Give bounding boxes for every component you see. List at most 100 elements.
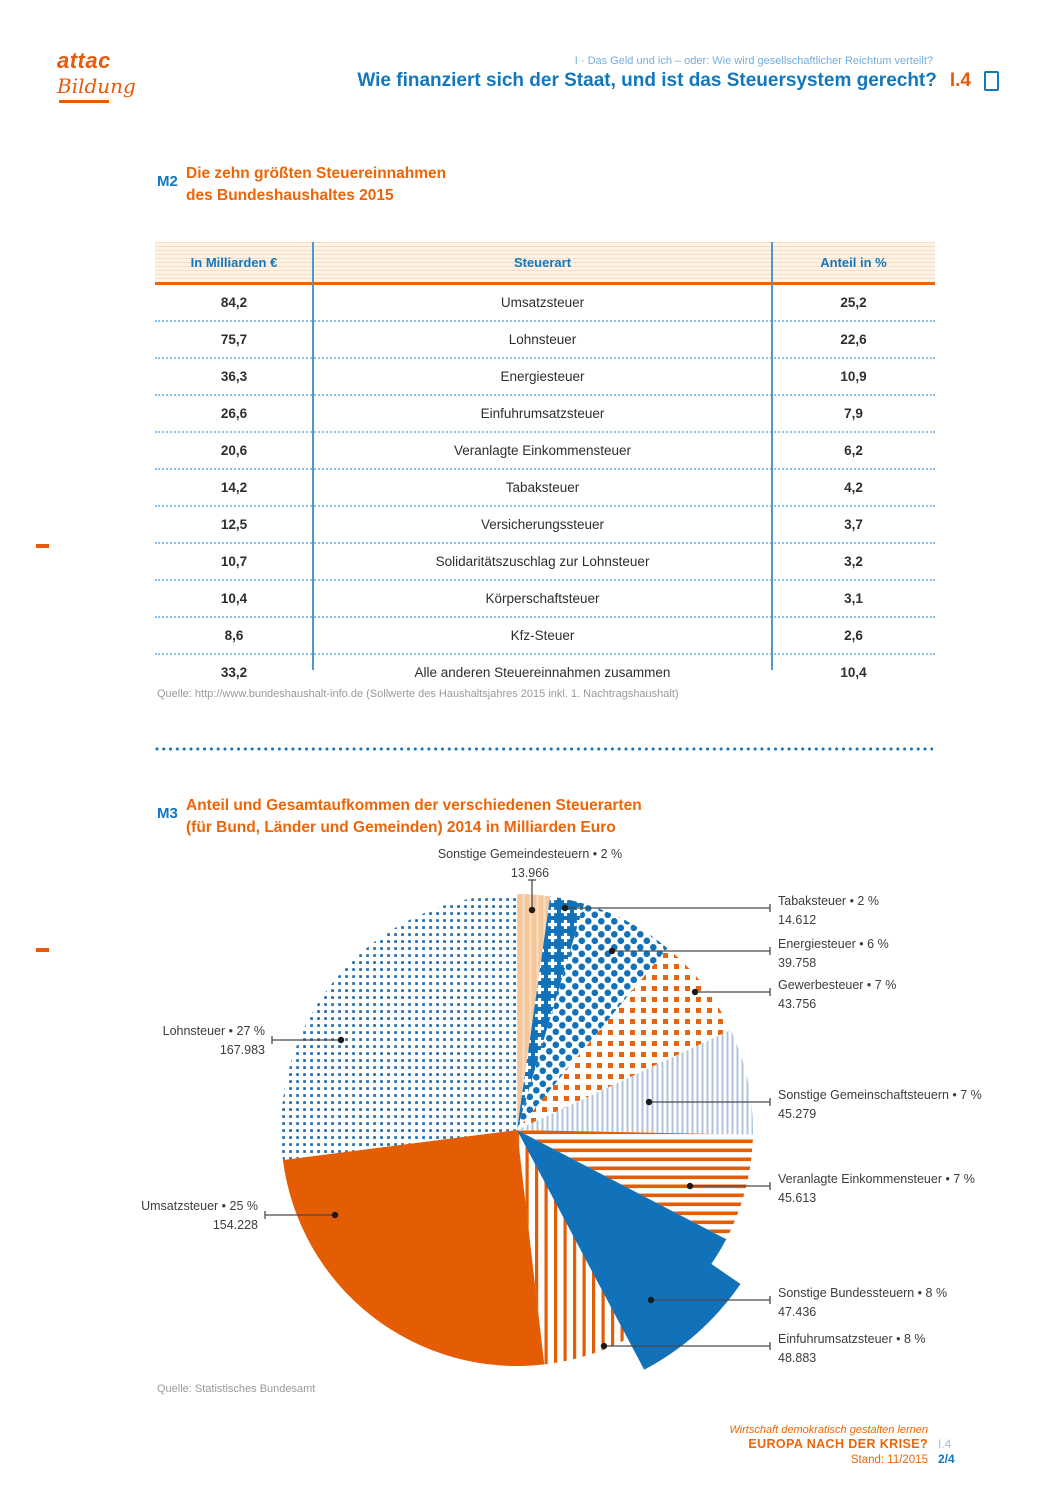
logo-bildung-text: Bildung [57, 74, 136, 98]
pie-chart: Sonstige Gemeindesteuern • 2 % 13.966 Taba… [0, 840, 1060, 1400]
pie-slice-gewerbesteuer [517, 948, 731, 1130]
table-cell-taxtype: Lohnsteuer [508, 332, 577, 347]
table-cell-billions: 14,2 [220, 480, 248, 495]
pie-label-sonstige-gemeinschaftsteuern: Sonstige Gemeinschaftsteuern • 7 % 45.279 [778, 1087, 982, 1123]
pie-label-umsatzsteuer: Umsatzsteuer • 25 % 154.228 [141, 1198, 258, 1234]
footer-slogan: Wirtschaft demokratisch gestalten lernen [729, 1424, 928, 1436]
m2-title: Die zehn größten Steuereinnahmen des Bun… [186, 163, 446, 207]
table-row: 84,2 Umsatzsteuer 25,2 [155, 285, 935, 320]
pie-slice-sonstige-bundessteuern-exploded [517, 1130, 741, 1370]
cut-mark-bottom [36, 948, 49, 952]
table-row: 26,6 Einfuhrumsatzsteuer 7,9 [155, 394, 935, 431]
page-title: Wie finanziert sich der Staat, und ist d… [357, 70, 937, 91]
m2-title-line2: des Bundeshaushaltes 2015 [186, 187, 394, 204]
pie-label-name-pct: Energiesteuer • 6 % [778, 937, 889, 951]
table-cell-billions: 75,7 [220, 332, 248, 347]
header-title-row: Wie finanziert sich der Staat, und ist d… [357, 70, 999, 92]
table-cell-share: 2,6 [844, 628, 863, 643]
table-cell-billions: 36,3 [220, 369, 248, 384]
pie-slice-energiesteuer [517, 903, 668, 1130]
table-row: 10,7 Solidaritätszuschlag zur Lohnsteuer 3… [155, 542, 935, 579]
m3-title-line1: Anteil und Gesamtaufkommen der verschied… [186, 797, 642, 814]
pie-slice-sonstige-gemeinschaftsteuern [517, 1029, 753, 1135]
section-divider [155, 747, 933, 751]
leader-dot [691, 988, 699, 996]
table-row: 12,5 Versicherungssteuer 3,7 [155, 505, 935, 542]
page-footer: Wirtschaft demokratisch gestalten lernen… [729, 1424, 964, 1466]
leader-dot [528, 906, 536, 914]
pie-label-value: 154.228 [212, 1218, 258, 1232]
pie-label-value: 14.612 [778, 913, 817, 927]
table-row: 75,7 Lohnsteuer 22,6 [155, 320, 935, 357]
table-cell-billions: 26,6 [220, 406, 248, 421]
table-cell-share: 7,9 [844, 406, 863, 421]
pie-label-gewerbesteuer: Gewerbesteuer • 7 % 43.756 [778, 977, 896, 1013]
pie-label-value: 48.883 [778, 1351, 817, 1365]
table-header-underline [155, 282, 935, 285]
pie-slice-sonstige-gemeindesteuern [517, 894, 551, 1130]
pie-label-name-pct: Veranlagte Einkommensteuer • 7 % [778, 1172, 975, 1186]
m2-label: M2 [157, 173, 178, 190]
leader-dot [600, 1342, 608, 1350]
footer-date: Stand: 11/2015 [850, 1454, 928, 1466]
pie-chart-svg [264, 879, 771, 1370]
table-cell-taxtype: Umsatzsteuer [500, 295, 585, 310]
m3-title: Anteil und Gesamtaufkommen der verschied… [186, 795, 642, 839]
table-cell-share: 22,6 [840, 332, 867, 347]
pie-slice-tabaksteuer [517, 896, 585, 1130]
pie-label-value: 45.613 [778, 1191, 817, 1205]
table-cell-billions: 10,4 [220, 591, 248, 606]
leader-dot [561, 904, 569, 912]
pie-label-value: 45.279 [778, 1107, 817, 1121]
table-cell-taxtype: Veranlagte Einkommensteuer [453, 443, 632, 458]
pie-label-name-pct: Sonstige Gemeinschaftsteuern • 7 % [778, 1088, 982, 1102]
pie-slice-lohnsteuer [280, 894, 517, 1160]
table-body: 84,2 Umsatzsteuer 25,2 75,7 Lohnsteuer 22,6 36… [155, 285, 935, 690]
cut-mark-top [36, 544, 49, 548]
table-header-share: Anteil in % [820, 254, 887, 270]
pie-label-value: 39.758 [778, 956, 817, 970]
tax-table: In Milliarden € Steuerart Anteil in % 84… [155, 242, 935, 690]
m2-title-line1: Die zehn größten Steuereinnahmen [186, 165, 447, 182]
header-eyebrow: I · Das Geld und ich – oder: Wie wird ge… [574, 55, 933, 67]
table-cell-billions: 8,6 [224, 628, 244, 643]
table-row: 10,4 Körperschaftsteuer 3,1 [155, 579, 935, 616]
pie-label-tabaksteuer: Tabaksteuer • 2 % 14.612 [778, 893, 879, 929]
table-row: 8,6 Kfz-Steuer 2,6 [155, 616, 935, 653]
table-header-row: In Milliarden € Steuerart Anteil in % [155, 242, 935, 282]
pie-label-name-pct: Tabaksteuer • 2 % [778, 894, 879, 908]
footer-series-title: EUROPA NACH DER KRISE? [748, 1437, 928, 1451]
worksheet-icon [984, 71, 999, 91]
pie-label-value: 167.983 [219, 1043, 265, 1057]
table-row: 14,2 Tabaksteuer 4,2 [155, 468, 935, 505]
table-cell-taxtype: Körperschaftsteuer [485, 591, 600, 606]
pie-label-name-pct: Sonstige Gemeindesteuern • 2 % [437, 847, 623, 861]
table-row: 36,3 Energiesteuer 10,9 [155, 357, 935, 394]
leader-dot [686, 1182, 694, 1190]
table-cell-taxtype: Alle anderen Steuereinnahmen zusammen [414, 665, 671, 680]
pie-label-einfuhrumsatzsteuer: Einfuhrumsatzsteuer • 8 % 48.883 [778, 1331, 926, 1367]
pie-label-lohnsteuer: Lohnsteuer • 27 % 167.983 [163, 1023, 265, 1059]
table-header-billions: In Milliarden € [190, 254, 278, 270]
table-row: 20,6 Veranlagte Einkommensteuer 6,2 [155, 431, 935, 468]
table-column-divider-2 [771, 242, 773, 670]
attac-bildung-logo: attac Bildung [57, 48, 136, 103]
pie-label-name-pct: Gewerbesteuer • 7 % [778, 978, 897, 992]
table-cell-taxtype: Versicherungssteuer [480, 517, 605, 532]
table-cell-billions: 20,6 [220, 443, 248, 458]
pie-label-veranlagte-einkommensteuer: Veranlagte Einkommensteuer • 7 % 45.613 [778, 1171, 975, 1207]
pie-label-energiesteuer: Energiesteuer • 6 % 39.758 [778, 936, 889, 972]
table-cell-share: 25,2 [840, 295, 867, 310]
logo-underline [59, 100, 109, 103]
pie-label-name-pct: Sonstige Bundessteuern • 8 % [778, 1286, 948, 1300]
table-cell-taxtype: Kfz-Steuer [510, 628, 575, 643]
leader-dot [608, 947, 616, 955]
table-cell-taxtype: Einfuhrumsatzsteuer [480, 406, 605, 421]
table-cell-billions: 12,5 [220, 517, 248, 532]
table-cell-share: 10,9 [840, 369, 867, 384]
footer-page-number: 2/4 [938, 1452, 955, 1466]
table-cell-billions: 84,2 [220, 295, 248, 310]
pie-slice-veranlagte-einkommensteuer [517, 1130, 753, 1240]
pie-label-value: 13.966 [510, 866, 550, 880]
